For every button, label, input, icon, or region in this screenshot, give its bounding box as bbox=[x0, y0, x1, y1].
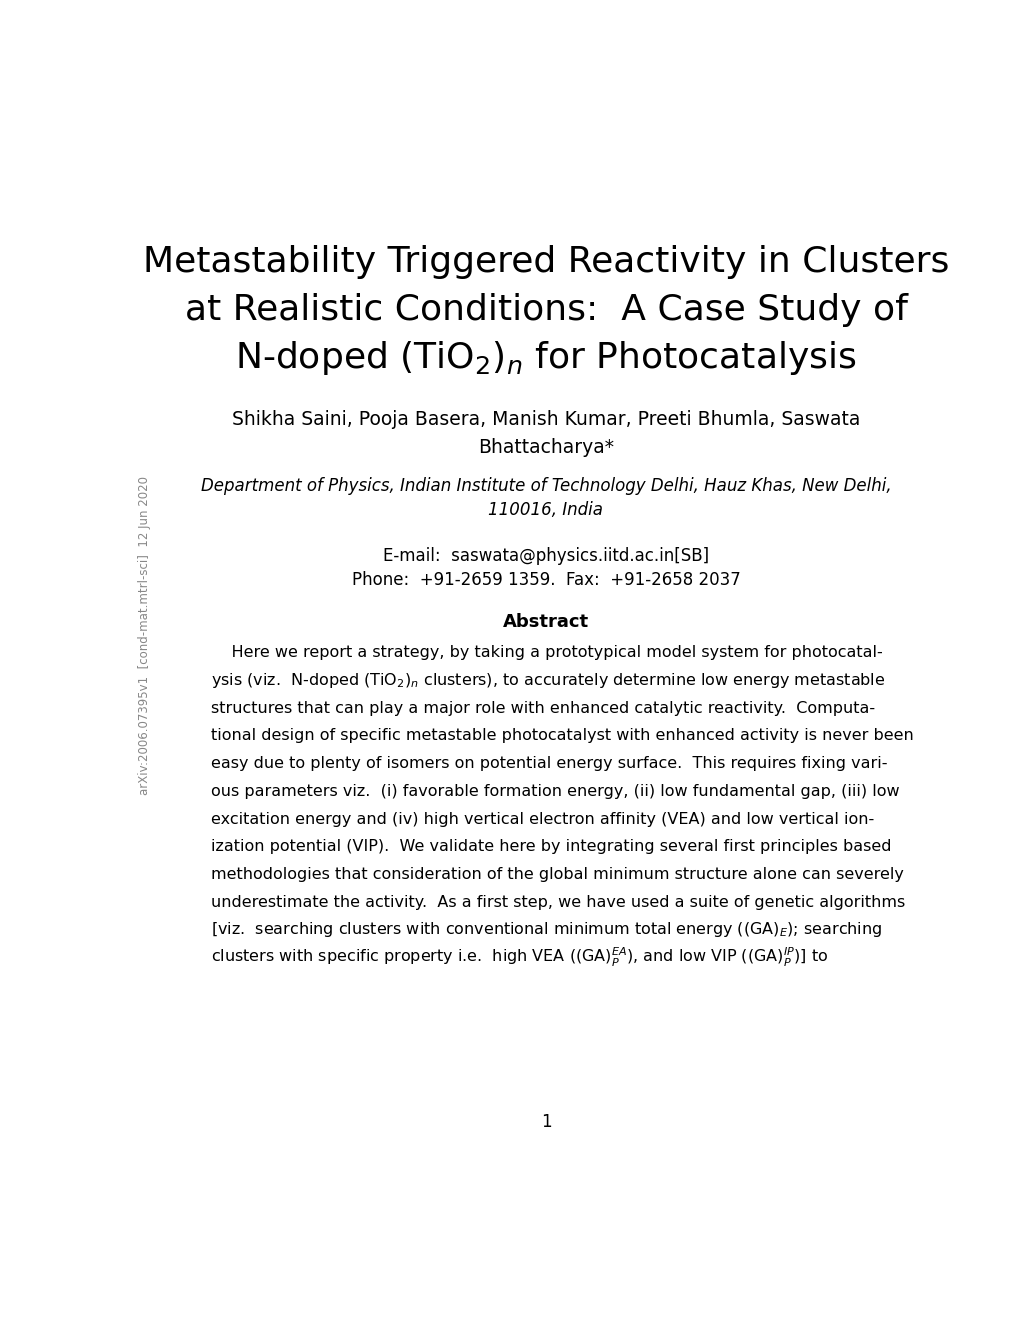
Text: Here we report a strategy, by taking a prototypical model system for photocatal-: Here we report a strategy, by taking a p… bbox=[211, 645, 882, 660]
Text: easy due to plenty of isomers on potential energy surface.  This requires fixing: easy due to plenty of isomers on potenti… bbox=[211, 756, 887, 771]
Text: excitation energy and (iv) high vertical electron affinity (VEA) and low vertica: excitation energy and (iv) high vertical… bbox=[211, 812, 873, 826]
Text: Bhattacharya*: Bhattacharya* bbox=[478, 438, 613, 457]
Text: Department of Physics, Indian Institute of Technology Delhi, Hauz Khas, New Delh: Department of Physics, Indian Institute … bbox=[201, 477, 891, 495]
Text: 110016, India: 110016, India bbox=[488, 502, 603, 519]
Text: E-mail:  saswata@physics.iitd.ac.in[SB]: E-mail: saswata@physics.iitd.ac.in[SB] bbox=[382, 548, 708, 565]
Text: ous parameters viz.  (i) favorable formation energy, (ii) low fundamental gap, (: ous parameters viz. (i) favorable format… bbox=[211, 784, 899, 799]
Text: clusters with specific property i.e.  high VEA ((GA)$_P^{EA}$), and low VIP ((GA: clusters with specific property i.e. hig… bbox=[211, 946, 827, 969]
Text: ization potential (VIP).  We validate here by integrating several first principl: ization potential (VIP). We validate her… bbox=[211, 840, 891, 854]
Text: tional design of specific metastable photocatalyst with enhanced activity is nev: tional design of specific metastable pho… bbox=[211, 729, 913, 743]
Text: Phone:  +91-2659 1359.  Fax:  +91-2658 2037: Phone: +91-2659 1359. Fax: +91-2658 2037 bbox=[352, 570, 740, 589]
Text: Metastability Triggered Reactivity in Clusters: Metastability Triggered Reactivity in Cl… bbox=[143, 246, 949, 280]
Text: Abstract: Abstract bbox=[502, 612, 589, 631]
Text: structures that can play a major role with enhanced catalytic reactivity.  Compu: structures that can play a major role wi… bbox=[211, 701, 874, 715]
Text: 1: 1 bbox=[540, 1114, 551, 1131]
Text: arXiv:2006.07395v1  [cond-mat.mtrl-sci]  12 Jun 2020: arXiv:2006.07395v1 [cond-mat.mtrl-sci] 1… bbox=[138, 477, 151, 796]
Text: underestimate the activity.  As a first step, we have used a suite of genetic al: underestimate the activity. As a first s… bbox=[211, 895, 905, 909]
Text: [viz.  searching clusters with conventional minimum total energy ((GA)$_E$); sea: [viz. searching clusters with convention… bbox=[211, 920, 881, 940]
Text: ysis (viz.  N-doped (TiO$_2$)$_n$ clusters), to accurately determine low energy : ysis (viz. N-doped (TiO$_2$)$_n$ cluster… bbox=[211, 671, 884, 690]
Text: at Realistic Conditions:  A Case Study of: at Realistic Conditions: A Case Study of bbox=[184, 293, 907, 327]
Text: methodologies that consideration of the global minimum structure alone can sever: methodologies that consideration of the … bbox=[211, 867, 903, 882]
Text: N-doped (TiO$_2$)$_n$ for Photocatalysis: N-doped (TiO$_2$)$_n$ for Photocatalysis bbox=[235, 339, 856, 376]
Text: Shikha Saini, Pooja Basera, Manish Kumar, Preeti Bhumla, Saswata: Shikha Saini, Pooja Basera, Manish Kumar… bbox=[231, 411, 859, 429]
